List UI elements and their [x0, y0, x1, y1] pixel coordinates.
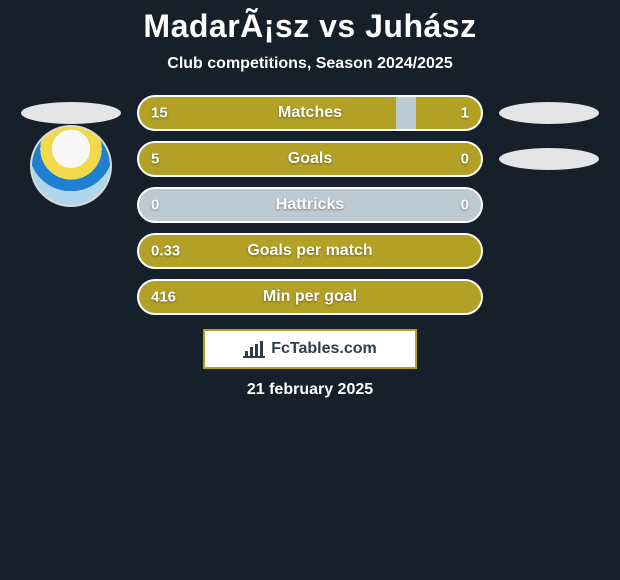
- club-badge-icon: [30, 125, 112, 207]
- stat-bar: 416 Min per goal: [137, 279, 483, 315]
- empty-slot: [21, 233, 121, 269]
- player-right-avatar: [499, 141, 599, 177]
- bar-fill-left: [139, 97, 396, 129]
- site-logo[interactable]: FcTables.com: [203, 329, 417, 369]
- stat-value-right: 0: [461, 197, 469, 214]
- stat-row: 0 Hattricks 0: [0, 187, 620, 223]
- stat-value-right: 1: [461, 105, 469, 122]
- stat-value-left: 5: [151, 151, 159, 168]
- stat-bar: 0.33 Goals per match: [137, 233, 483, 269]
- bar-chart-icon: [243, 340, 265, 358]
- stat-value-left: 15: [151, 105, 168, 122]
- avatar-placeholder-icon: [21, 102, 121, 124]
- stat-value-right: 0: [461, 151, 469, 168]
- empty-slot: [21, 279, 121, 315]
- avatar-placeholder-icon: [499, 102, 599, 124]
- stat-label: Matches: [278, 104, 342, 122]
- stat-row: 0.33 Goals per match: [0, 233, 620, 269]
- stat-label: Goals: [288, 150, 332, 168]
- stat-label: Hattricks: [276, 196, 344, 214]
- empty-slot: [499, 279, 599, 315]
- bar-fill-right: [416, 97, 481, 129]
- stat-bar: 5 Goals 0: [137, 141, 483, 177]
- stat-bar: 15 Matches 1: [137, 95, 483, 131]
- stat-value-left: 0.33: [151, 243, 180, 260]
- stat-value-left: 416: [151, 289, 176, 306]
- stat-label: Min per goal: [263, 288, 357, 306]
- stat-bar: 0 Hattricks 0: [137, 187, 483, 223]
- comparison-card: MadarÃ¡sz vs Juhász Club competitions, S…: [0, 0, 620, 399]
- player-left-badge: [21, 187, 121, 223]
- empty-slot: [499, 187, 599, 223]
- stat-row: 15 Matches 1: [0, 95, 620, 131]
- stat-value-left: 0: [151, 197, 159, 214]
- player-right-avatar: [499, 95, 599, 131]
- subtitle: Club competitions, Season 2024/2025: [0, 55, 620, 73]
- logo-text: FcTables.com: [271, 340, 377, 358]
- stat-row: 416 Min per goal: [0, 279, 620, 315]
- empty-slot: [499, 233, 599, 269]
- date-label: 21 february 2025: [0, 381, 620, 399]
- page-title: MadarÃ¡sz vs Juhász: [0, 8, 620, 45]
- stat-label: Goals per match: [247, 242, 372, 260]
- avatar-placeholder-icon: [499, 148, 599, 170]
